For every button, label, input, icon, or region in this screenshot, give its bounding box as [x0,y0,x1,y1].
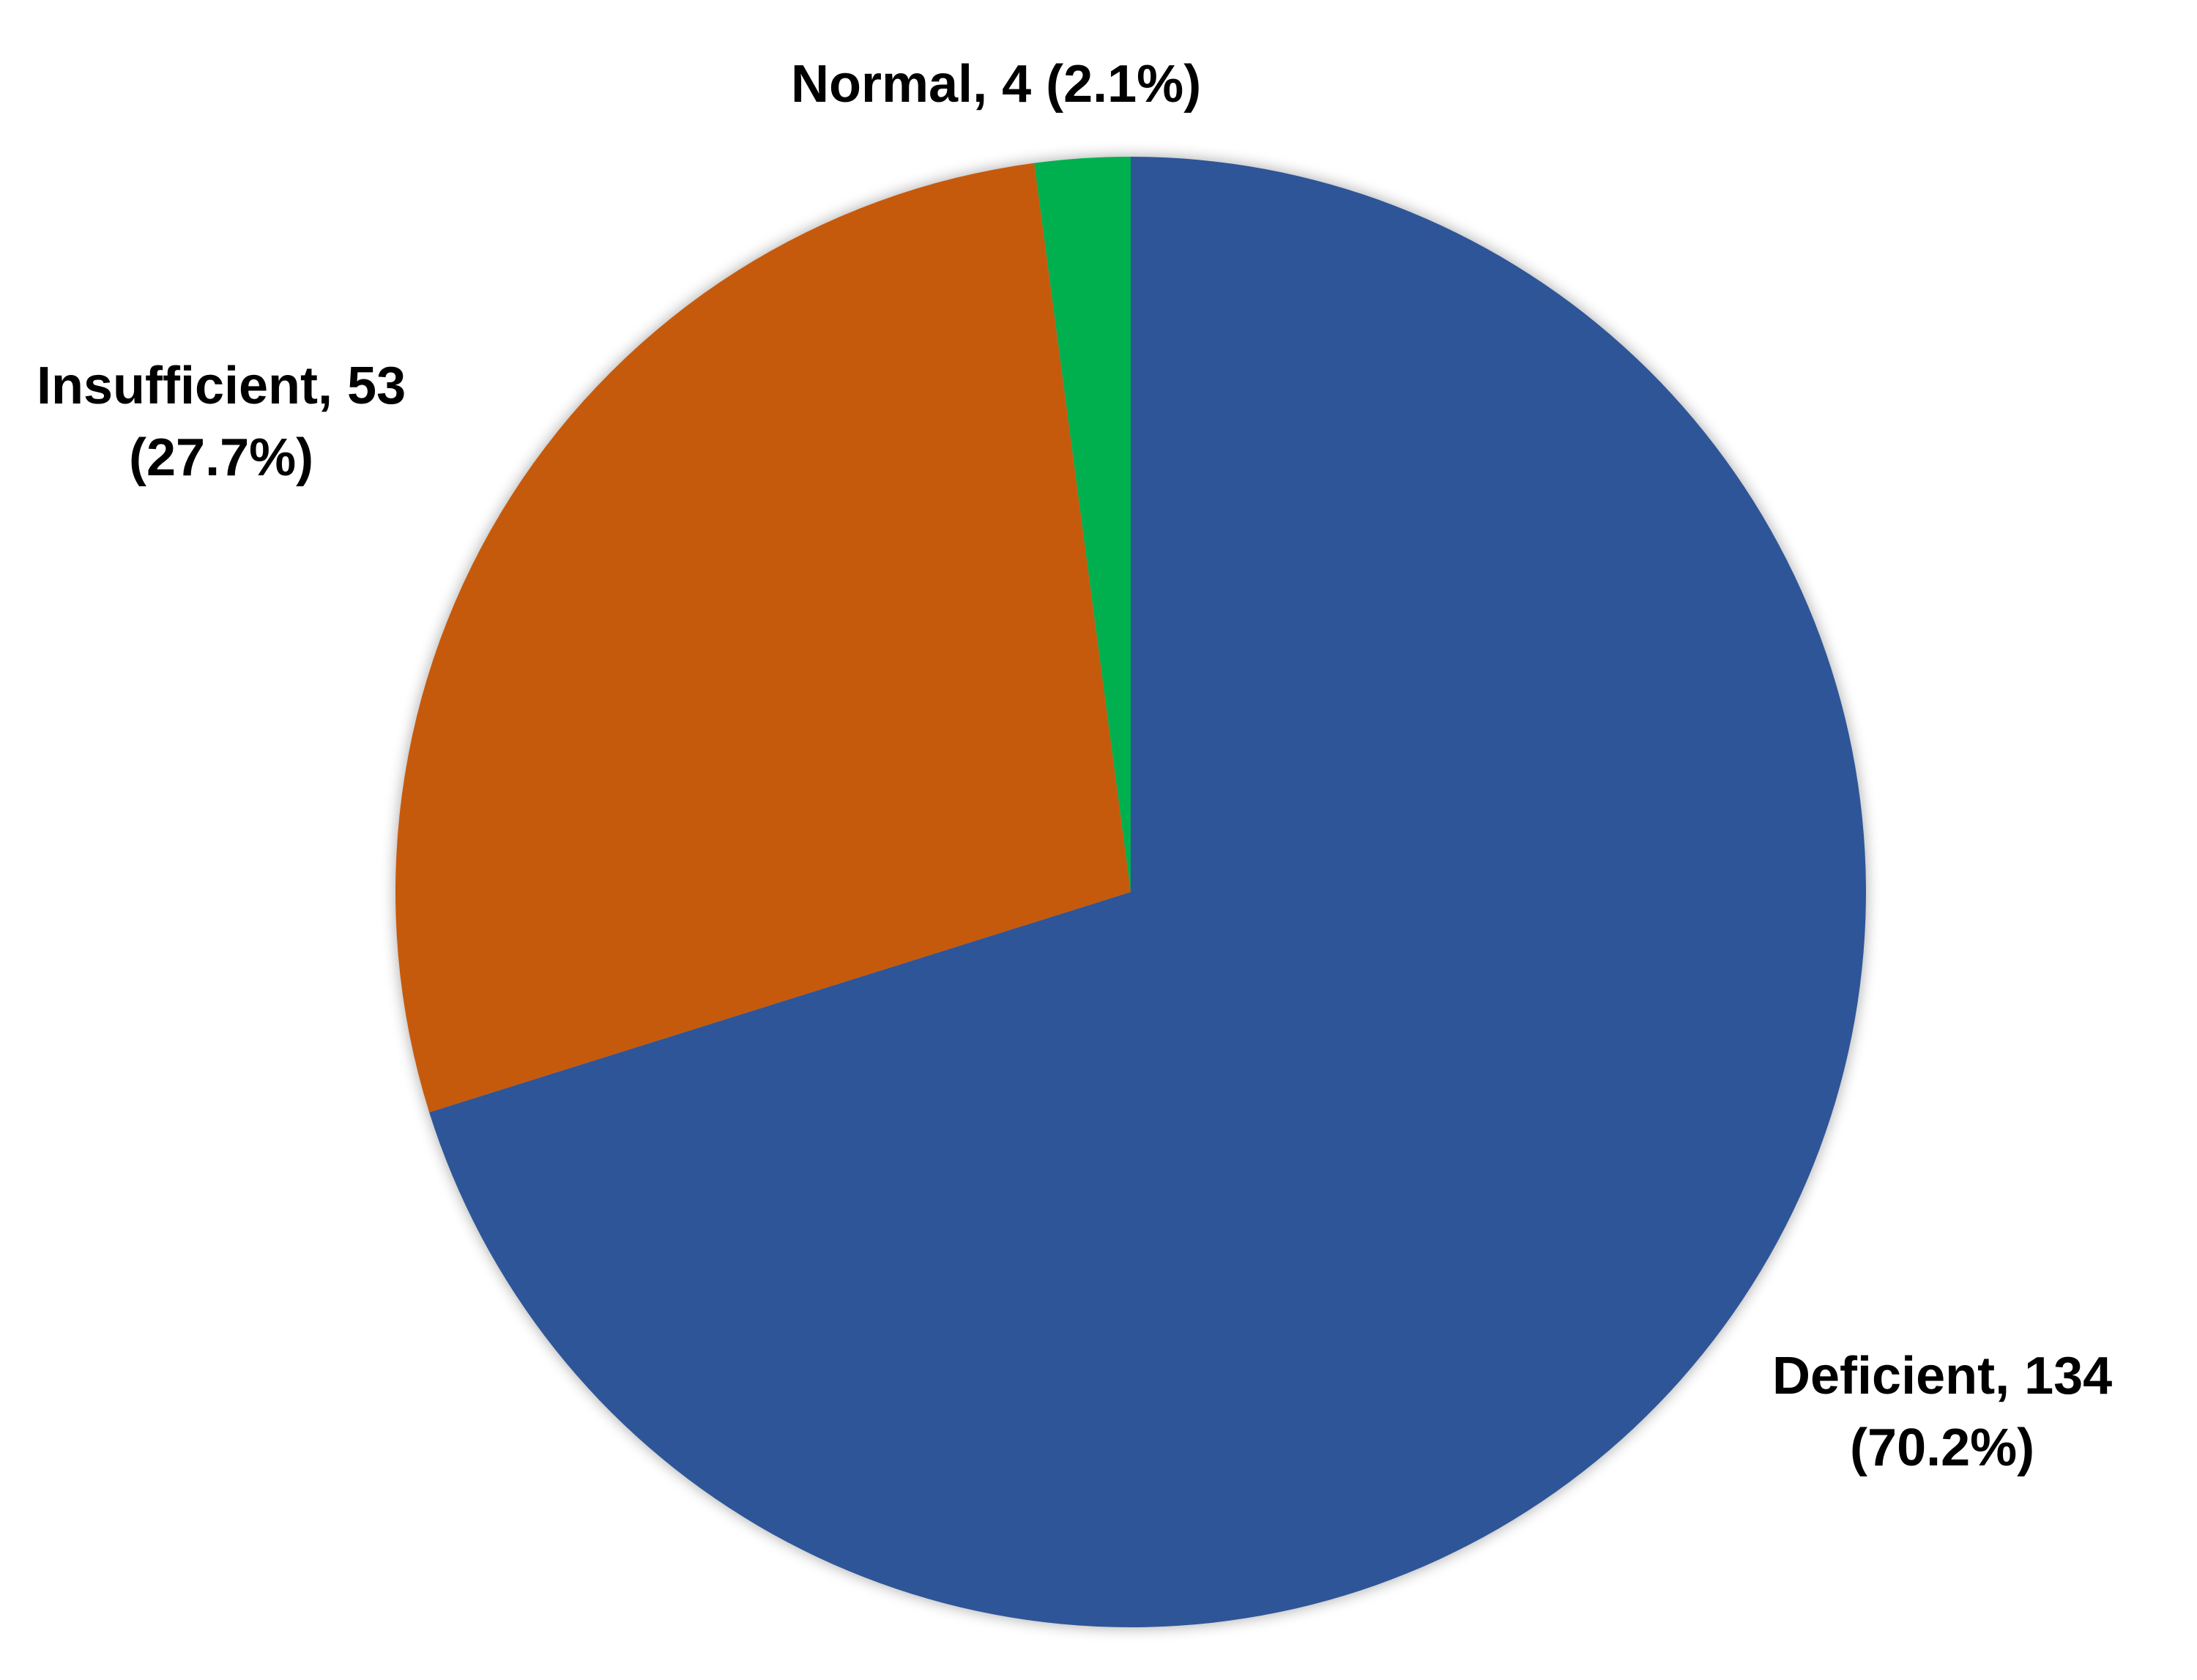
pie-slice-insufficient [395,163,1131,1112]
label-deficient: Deficient, 134 (70.2%) [1772,1347,2113,1477]
label-insufficient: Insufficient, 53 (27.7%) [37,357,406,487]
label-normal: Normal, 4 (2.1%) [791,55,1202,114]
pie-slice-normal [1034,157,1131,892]
pie-slices [395,157,1866,1628]
pie-slice-deficient [429,157,1866,1628]
